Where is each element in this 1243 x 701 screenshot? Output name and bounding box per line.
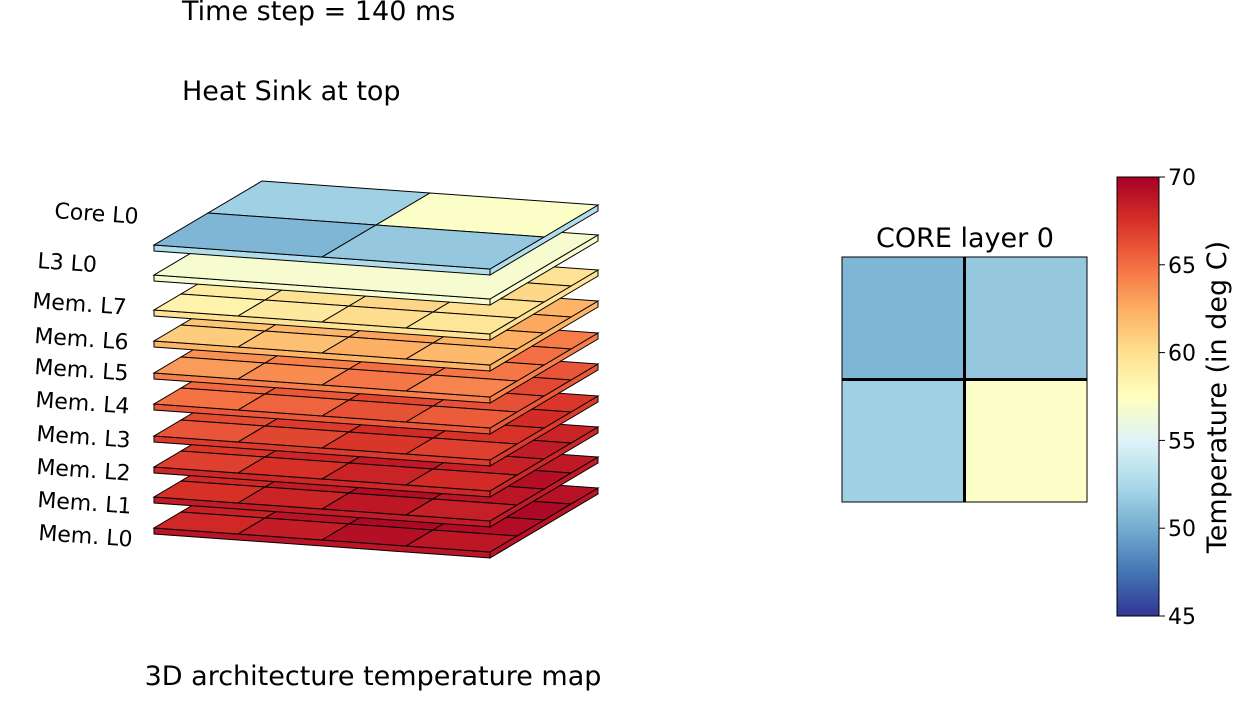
layer-cell: [404, 311, 519, 335]
layer-stack-3d: [152, 180, 600, 559]
layer-label: Mem. L2: [36, 455, 132, 487]
layer-cell: [404, 498, 519, 522]
core-cell: [964, 257, 1087, 380]
core-cell: [842, 379, 965, 502]
colorbar-label: Temperature (in deg C): [1202, 241, 1233, 554]
colorbar-ticks: 45 50 55 60 65 70: [1159, 166, 1196, 630]
layer-cell: [404, 437, 519, 461]
layer-cell: [404, 529, 519, 553]
core-cell: [964, 379, 1087, 502]
layer-cell: [320, 224, 546, 270]
layer-label: L3 L0: [37, 249, 98, 278]
colorbar-tick-label: 50: [1168, 517, 1196, 542]
colorbar-tick-label: 60: [1168, 342, 1196, 367]
layer-label: Mem. L1: [37, 488, 133, 520]
core-cell: [842, 257, 965, 380]
colorbar-tick-label: 70: [1168, 166, 1196, 191]
colorbar-tick-label: 45: [1168, 605, 1196, 630]
layer-label: Mem. L4: [35, 388, 131, 420]
layer-cell: [404, 405, 519, 429]
layer-label: Core L0: [54, 199, 140, 230]
figure-caption: 3D architecture temperature map: [145, 661, 602, 692]
colorbar-gradient: [1116, 176, 1160, 617]
layer-label: Mem. L0: [38, 521, 134, 553]
layer-label: Mem. L5: [34, 355, 130, 387]
colorbar-tick-label: 65: [1168, 254, 1196, 279]
core-layer-heatmap: CORE layer 0: [841, 223, 1088, 503]
layer-label: Mem. L6: [34, 324, 130, 356]
layer-label: Mem. L3: [36, 422, 132, 454]
heat-sink-title: Heat Sink at top: [182, 76, 401, 107]
core-heatmap-title: CORE layer 0: [876, 223, 1054, 254]
layer-1: [152, 180, 600, 276]
layer-label: Mem. L7: [32, 289, 128, 321]
layer-cell: [404, 468, 519, 492]
time-step-title: Time step = 140 ms: [181, 0, 455, 27]
layer-cell: [404, 374, 519, 398]
temperature-colorbar: 45 50 55 60 65 70 Temperature (in deg C): [1116, 166, 1233, 630]
layer-cell: [404, 342, 519, 366]
colorbar-tick-label: 55: [1168, 429, 1196, 454]
